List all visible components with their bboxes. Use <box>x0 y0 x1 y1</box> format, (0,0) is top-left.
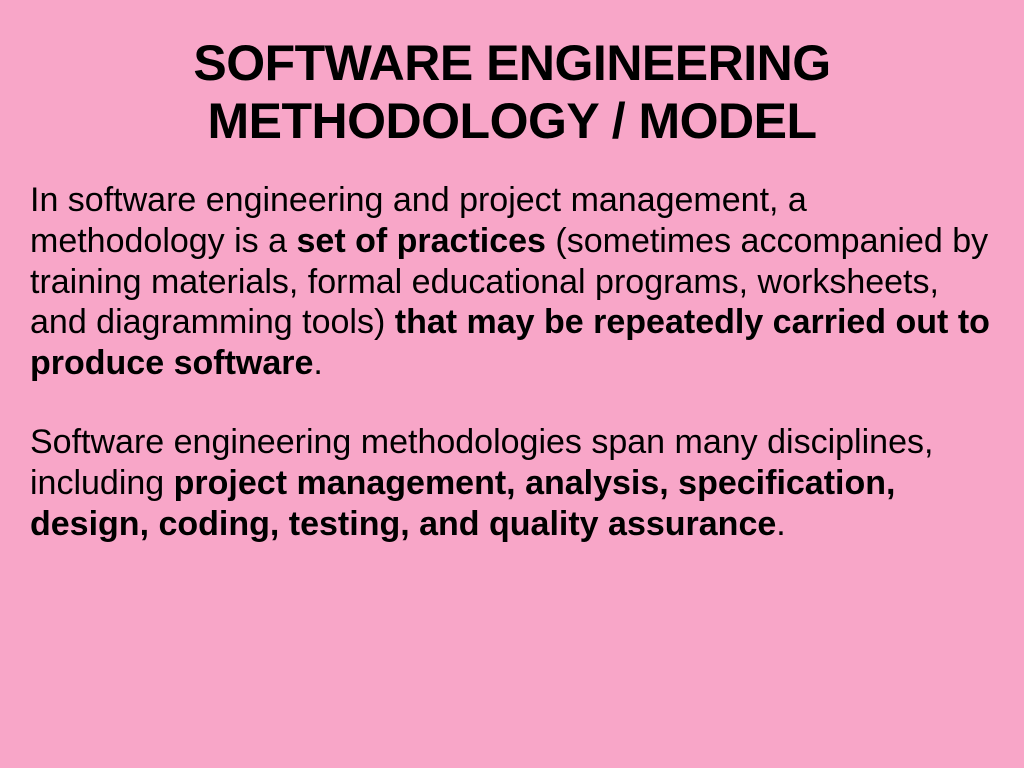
p1-bold-1: set of practices <box>297 222 556 260</box>
p1-text-3: . <box>313 344 322 382</box>
p2-text-2: . <box>776 505 785 543</box>
paragraph-2: Software engineering methodologies span … <box>30 422 994 544</box>
paragraph-1: In software engineering and project mana… <box>30 180 994 384</box>
slide-title: SOFTWARE ENGINEERING METHODOLOGY / MODEL <box>30 35 994 150</box>
